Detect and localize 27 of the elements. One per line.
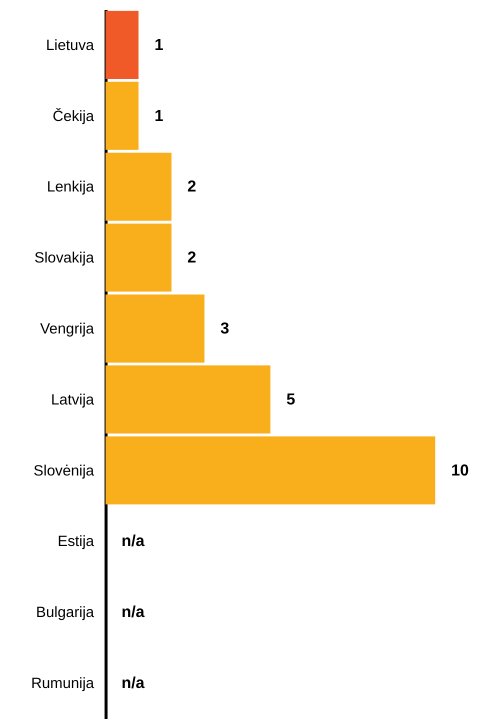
y-tick-label: Lenkija — [46, 178, 95, 196]
bar — [106, 82, 139, 150]
data-label: 5 — [286, 391, 296, 408]
y-tick-label: Rumunija — [31, 675, 95, 692]
y-tick-label: Slovakija — [34, 250, 95, 267]
bar — [106, 294, 204, 363]
y-tick-label: Latvija — [50, 391, 95, 408]
bar — [106, 436, 436, 504]
text: n/a — [121, 675, 145, 692]
y-tick-label: Bulgarija — [36, 604, 95, 622]
y-tick-label: Estija — [58, 533, 95, 550]
text: n/a — [121, 604, 145, 622]
y-tick-label: Vengrija — [40, 320, 95, 338]
text: n/a — [121, 533, 145, 550]
data-label: 3 — [220, 320, 230, 338]
data-label: 2 — [187, 250, 196, 267]
data-label: 2 — [187, 178, 196, 196]
bar — [106, 365, 270, 434]
data-label: 10 — [451, 462, 469, 480]
bar — [106, 10, 139, 79]
y-tick-label: Slovėnija — [34, 462, 95, 480]
y-tick-label: Čekija — [52, 106, 95, 125]
data-label: 1 — [154, 108, 164, 125]
y-tick-label: Lietuva — [46, 36, 95, 54]
data-label: 1 — [154, 36, 164, 54]
bar — [106, 224, 172, 292]
bar — [106, 152, 172, 221]
